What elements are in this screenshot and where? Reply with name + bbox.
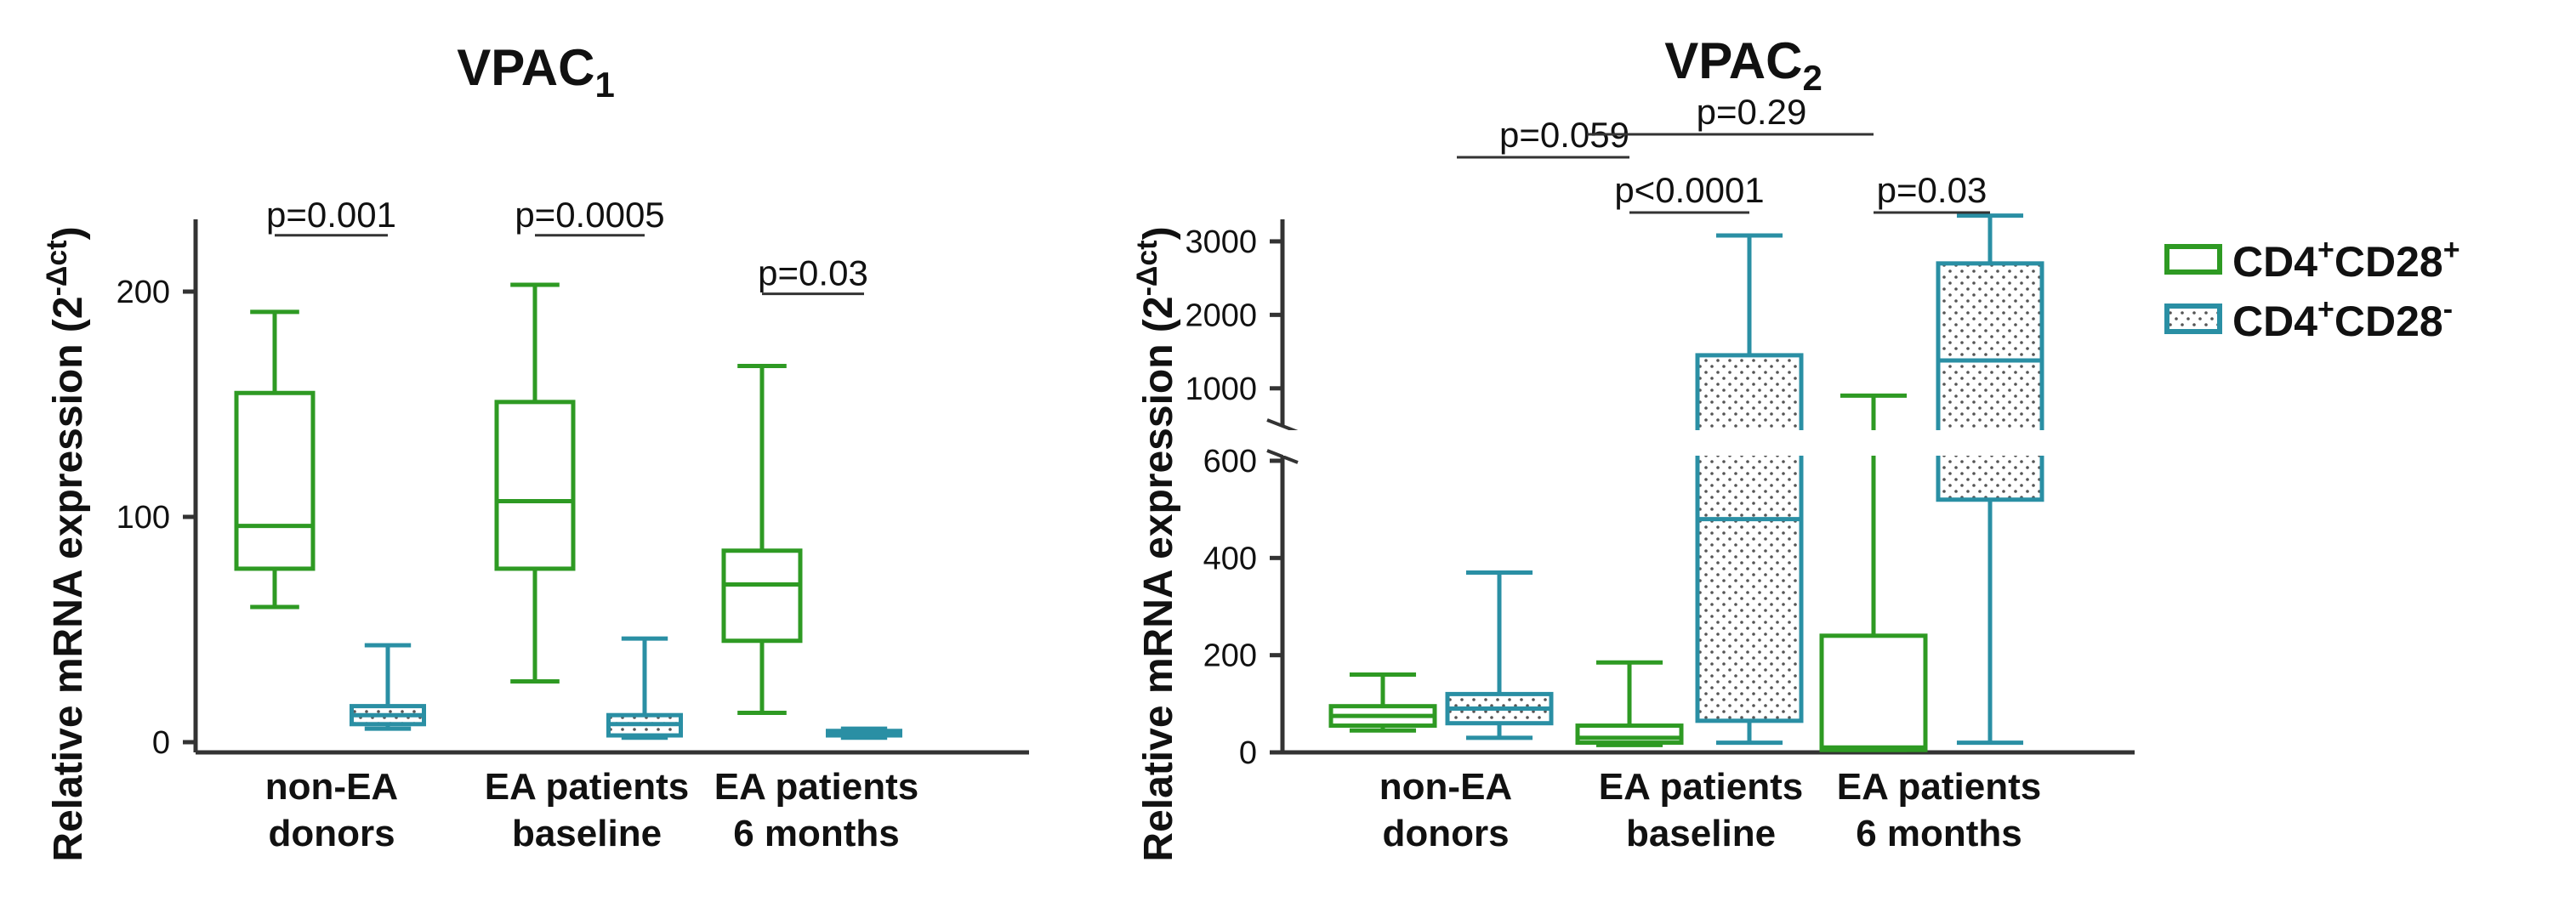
legend-label-cd28pos: CD4+CD28+: [2232, 234, 2460, 286]
legend-label-cd28neg: CD4+CD28-: [2232, 293, 2453, 345]
chart-vpac1: VPAC1 Relative mRNA expression (2-Δct) 0…: [41, 39, 1029, 862]
chart2-pvalue-1: p=0.29: [1697, 92, 1807, 132]
chart1-box-0-s0: [234, 309, 316, 610]
chart2-pvalue-3: p=0.03: [1877, 170, 1987, 210]
chart2-ytick-400: 400: [1203, 541, 1257, 576]
chart2-ytick-0: 0: [1239, 735, 1257, 771]
chart1-ytick-200: 200: [117, 275, 170, 310]
chart1-category-0-line1: non-EA: [265, 766, 398, 808]
chart2-box-1-s1-iqr: [1695, 353, 1804, 723]
chart2-ylabel: Relative mRNA expression (2-Δct): [1131, 226, 1181, 861]
chart2-ytick-600: 600: [1203, 444, 1257, 479]
chart2-category-1-line2: baseline: [1626, 813, 1776, 854]
chart2-box-0-s1: [1445, 570, 1554, 740]
chart2-ytick-1000: 1000: [1185, 372, 1257, 407]
legend: CD4+CD28+ CD4+CD28-: [2164, 234, 2460, 345]
chart1-pvalue-1: p=0.0005: [515, 195, 664, 235]
chart1-ytick-100: 100: [117, 500, 170, 536]
chart1-ylabel: Relative mRNA expression (2-Δct): [41, 226, 91, 861]
chart2-break-gap: [1283, 430, 2134, 456]
chart1-ytick-0: 0: [152, 725, 170, 761]
chart1-category-2-line1: EA patients: [714, 766, 918, 808]
chart1-box-0-s1: [350, 643, 426, 731]
chart-vpac2: VPAC2 Relative mRNA expression (2-Δct) 0…: [1131, 32, 2135, 862]
chart2-ytick-3000: 3000: [1185, 224, 1257, 260]
chart1-pvalue-0: p=0.001: [266, 195, 396, 235]
chart1-box-2-s0: [721, 363, 803, 716]
chart2-category-0-line2: donors: [1382, 813, 1509, 854]
chart2-box-1-s1: [1695, 233, 1804, 746]
chart2-ytick-2000: 2000: [1185, 298, 1257, 333]
chart2-category-2-line2: 6 months: [1856, 813, 2022, 854]
chart2-ytick-200: 200: [1203, 638, 1257, 674]
chart2-box-2-s0-iqr: [1819, 633, 1928, 752]
chart2-box-1-s0: [1575, 660, 1684, 747]
chart1-box-1-s0: [494, 282, 576, 684]
legend-swatch-cd28neg: [2164, 304, 2222, 334]
chart2-box-2-s1-iqr: [1936, 261, 2044, 502]
legend-swatch-cd28pos: [2164, 244, 2222, 275]
chart1-box-2-s1: [826, 726, 902, 740]
chart2-box-2-s1: [1936, 213, 2044, 746]
chart1-category-1-line1: EA patients: [485, 766, 689, 808]
chart2-title: VPAC2: [1664, 32, 1823, 98]
chart1-pvalue-2: p=0.03: [758, 253, 868, 293]
chart1-category-2-line2: 6 months: [733, 813, 900, 854]
chart1-box-1-s1: [606, 636, 683, 740]
chart1-box-2-s0-iqr: [721, 548, 803, 644]
chart1-box-1-s0-iqr: [494, 400, 576, 571]
chart2-box-0-s0: [1328, 672, 1437, 733]
chart2-box-2-s0: [1819, 393, 1928, 752]
chart1-category-1-line2: baseline: [512, 813, 662, 854]
chart2-box-1-s0-iqr: [1575, 723, 1684, 746]
chart2-axis-break-mark: [1266, 418, 1299, 464]
chart2-category-1-line1: EA patients: [1599, 766, 1803, 808]
chart2-category-0-line1: non-EA: [1379, 766, 1512, 808]
chart1-box-0-s0-iqr: [234, 390, 316, 571]
chart2-pvalue-2: p<0.0001: [1614, 170, 1764, 210]
chart2-category-2-line1: EA patients: [1837, 766, 2041, 808]
chart1-category-0-line2: donors: [268, 813, 395, 854]
chart1-title: VPAC1: [457, 39, 615, 105]
